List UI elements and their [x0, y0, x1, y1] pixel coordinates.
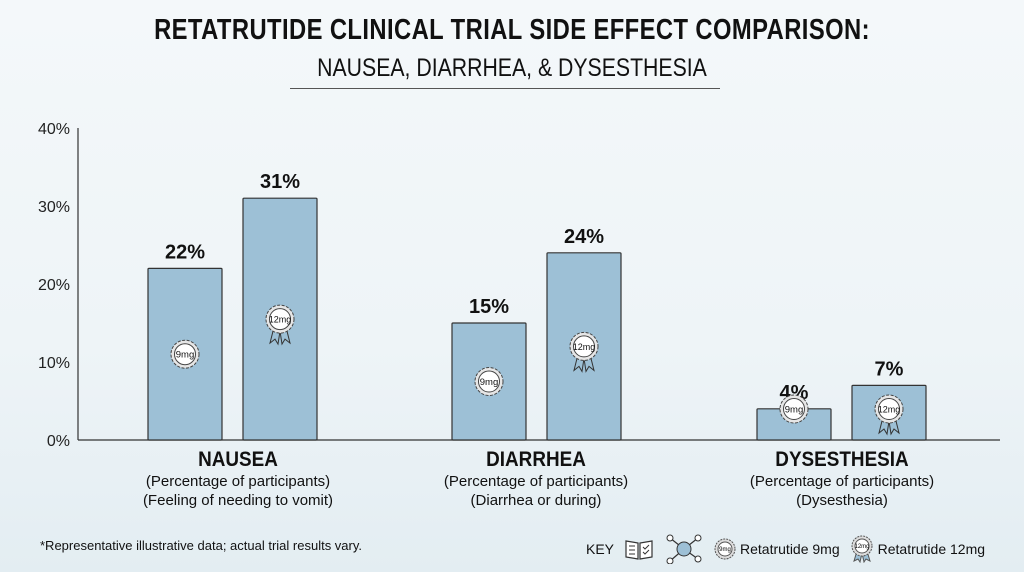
category-sublabel: (Percentage of participants)	[145, 473, 331, 490]
badge-12mg-ribbon-icon: 12mg	[569, 331, 599, 373]
badge-12mg-ribbon-icon: 12mg	[874, 394, 904, 436]
category-sublabel: (Percentage of participants)	[443, 473, 629, 490]
category-label: DIARRHEA	[486, 448, 586, 471]
category-label: DYSESTHESIA	[775, 448, 909, 471]
category-sublabel: (Feeling of needing to vomit)	[142, 492, 334, 509]
category-sublabel: (Diarrhea or during)	[470, 492, 602, 509]
legend-label: Retatrutide 12mg	[877, 541, 986, 557]
badge-12mg-ribbon-icon: 12mg	[851, 535, 873, 563]
badge-text: 12mg	[269, 315, 292, 325]
footnote: *Representative illustrative data; actua…	[40, 538, 363, 553]
data-label: 15%	[469, 296, 509, 318]
badge-text: 9mg	[719, 547, 731, 553]
data-label: 31%	[260, 171, 300, 193]
badge-9mg-icon: 9mg	[474, 367, 504, 396]
badge-text: 12mg	[878, 405, 901, 415]
legend-key-label: KEY	[586, 541, 615, 557]
badge-9mg-icon: 9mg	[714, 538, 736, 560]
badge-12mg-ribbon-icon: 12mg	[265, 304, 295, 346]
chart-title: RETATRUTIDE CLINICAL TRIAL SIDE EFFECT C…	[154, 14, 870, 46]
legend: KEY 9mg Retatrutide 9mg 12mg Retatrutide…	[586, 534, 985, 564]
book-checklist-icon	[625, 540, 653, 560]
chart-subtitle: NAUSEA, DIARRHEA, & DYSESTHESIA	[317, 54, 707, 82]
y-tick-label: 0%	[47, 433, 70, 450]
badge-9mg-icon: 9mg	[779, 394, 809, 424]
y-tick-label: 40%	[38, 121, 70, 138]
data-label: 24%	[564, 226, 604, 248]
badge-9mg-icon: 9mg	[170, 339, 200, 369]
category-dysesthesia: DYSESTHESIA (Percentage of participants)…	[712, 448, 972, 510]
legend-item-9mg: 9mg Retatrutide 9mg	[714, 538, 840, 560]
badge-text: 12mg	[854, 544, 869, 550]
y-tick-label: 10%	[38, 355, 70, 372]
legend-item-12mg: 12mg Retatrutide 12mg	[850, 535, 985, 563]
y-tick-label: 20%	[38, 277, 70, 294]
category-nausea: NAUSEA (Percentage of participants) (Fee…	[108, 448, 368, 510]
badge-text: 9mg	[785, 405, 803, 416]
category-sublabel: (Percentage of participants)	[749, 473, 935, 490]
category-sublabel: (Dysesthesia)	[796, 492, 888, 509]
category-label: NAUSEA	[198, 448, 278, 471]
data-label: 7%	[875, 358, 904, 380]
data-label: 22%	[165, 241, 205, 263]
y-tick-label: 30%	[38, 199, 70, 216]
title-divider	[290, 88, 720, 89]
legend-label: Retatrutide 9mg	[740, 541, 840, 557]
molecule-icon	[666, 534, 702, 564]
badge-text: 9mg	[480, 377, 498, 388]
category-diarrhea: DIARRHEA (Percentage of participants) (D…	[406, 448, 666, 510]
badge-text: 12mg	[573, 342, 596, 352]
badge-text: 9mg	[176, 350, 194, 361]
